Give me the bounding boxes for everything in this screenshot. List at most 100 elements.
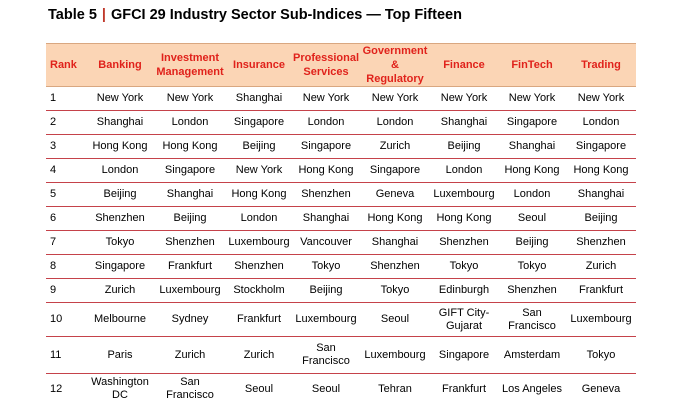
city-cell: Melbourne <box>86 303 154 337</box>
city-cell: Hong Kong <box>498 159 566 183</box>
city-cell: London <box>566 111 636 135</box>
city-cell: Frankfurt <box>430 374 498 404</box>
city-cell: New York <box>360 87 430 111</box>
city-cell: Shanghai <box>226 87 292 111</box>
city-cell: Beijing <box>498 231 566 255</box>
city-cell: Zurich <box>86 279 154 303</box>
city-cell: Amsterdam <box>498 337 566 374</box>
city-cell: Singapore <box>226 111 292 135</box>
city-cell: Shanghai <box>430 111 498 135</box>
city-cell: Singapore <box>154 159 226 183</box>
rank-cell: 10 <box>46 303 86 337</box>
city-cell: Shenzhen <box>566 231 636 255</box>
city-cell: Singapore <box>430 337 498 374</box>
city-cell: Vancouver <box>292 231 360 255</box>
table-title: Table 5|GFCI 29 Industry Sector Sub-Indi… <box>48 7 462 23</box>
city-cell: New York <box>86 87 154 111</box>
column-header-fintech: FinTech <box>498 44 566 87</box>
city-cell: Seoul <box>292 374 360 404</box>
table-number: Table 5 <box>48 7 97 23</box>
city-cell: Frankfurt <box>154 255 226 279</box>
rank-cell: 2 <box>46 111 86 135</box>
city-cell: Shanghai <box>566 183 636 207</box>
city-cell: Beijing <box>566 207 636 231</box>
city-cell: London <box>292 111 360 135</box>
city-cell: Beijing <box>430 135 498 159</box>
city-cell: London <box>226 207 292 231</box>
city-cell: Luxembourg <box>292 303 360 337</box>
city-cell: Zurich <box>226 337 292 374</box>
city-cell: London <box>430 159 498 183</box>
column-header-trading: Trading <box>566 44 636 87</box>
column-header-government-regulatory: Government & Regulatory <box>360 44 430 87</box>
city-cell: Hong Kong <box>566 159 636 183</box>
city-cell: Shanghai <box>154 183 226 207</box>
city-cell: Tokyo <box>360 279 430 303</box>
city-cell: Sydney <box>154 303 226 337</box>
city-cell: Hong Kong <box>86 135 154 159</box>
city-cell: Washington DC <box>86 374 154 404</box>
city-cell: London <box>360 111 430 135</box>
city-cell: London <box>498 183 566 207</box>
rank-cell: 7 <box>46 231 86 255</box>
city-cell: Tehran <box>360 374 430 404</box>
city-cell: Beijing <box>154 207 226 231</box>
rank-cell: 5 <box>46 183 86 207</box>
city-cell: Zurich <box>360 135 430 159</box>
city-cell: New York <box>566 87 636 111</box>
city-cell: Hong Kong <box>292 159 360 183</box>
title-separator: | <box>102 7 106 23</box>
city-cell: Singapore <box>360 159 430 183</box>
city-cell: Seoul <box>498 207 566 231</box>
city-cell: San Francisco <box>154 374 226 404</box>
city-cell: Shenzhen <box>226 255 292 279</box>
city-cell: Tokyo <box>430 255 498 279</box>
city-cell: Shanghai <box>360 231 430 255</box>
city-cell: Hong Kong <box>226 183 292 207</box>
city-cell: New York <box>498 87 566 111</box>
rank-cell: 11 <box>46 337 86 374</box>
city-cell: Luxembourg <box>360 337 430 374</box>
rank-cell: 12 <box>46 374 86 404</box>
rank-cell: 9 <box>46 279 86 303</box>
city-cell: Zurich <box>154 337 226 374</box>
city-cell: Luxembourg <box>226 231 292 255</box>
city-cell: San Francisco <box>292 337 360 374</box>
column-header-insurance: Insurance <box>226 44 292 87</box>
city-cell: Tokyo <box>566 337 636 374</box>
city-cell: Luxembourg <box>154 279 226 303</box>
city-cell: Seoul <box>226 374 292 404</box>
city-cell: Luxembourg <box>566 303 636 337</box>
city-cell: Shenzhen <box>360 255 430 279</box>
city-cell: Tokyo <box>498 255 566 279</box>
city-cell: Beijing <box>226 135 292 159</box>
city-cell: New York <box>226 159 292 183</box>
city-cell: Singapore <box>292 135 360 159</box>
city-cell: Seoul <box>360 303 430 337</box>
city-cell: Zurich <box>566 255 636 279</box>
column-header-professional-services: Professional Services <box>292 44 360 87</box>
rank-cell: 4 <box>46 159 86 183</box>
city-cell: Tokyo <box>86 231 154 255</box>
column-header-investment-management: Investment Management <box>154 44 226 87</box>
city-cell: Beijing <box>86 183 154 207</box>
city-cell: Singapore <box>566 135 636 159</box>
rank-cell: 1 <box>46 87 86 111</box>
city-cell: San Francisco <box>498 303 566 337</box>
city-cell: Edinburgh <box>430 279 498 303</box>
city-cell: Hong Kong <box>430 207 498 231</box>
city-cell: New York <box>292 87 360 111</box>
rank-cell: 3 <box>46 135 86 159</box>
city-cell: Shanghai <box>292 207 360 231</box>
city-cell: Geneva <box>566 374 636 404</box>
